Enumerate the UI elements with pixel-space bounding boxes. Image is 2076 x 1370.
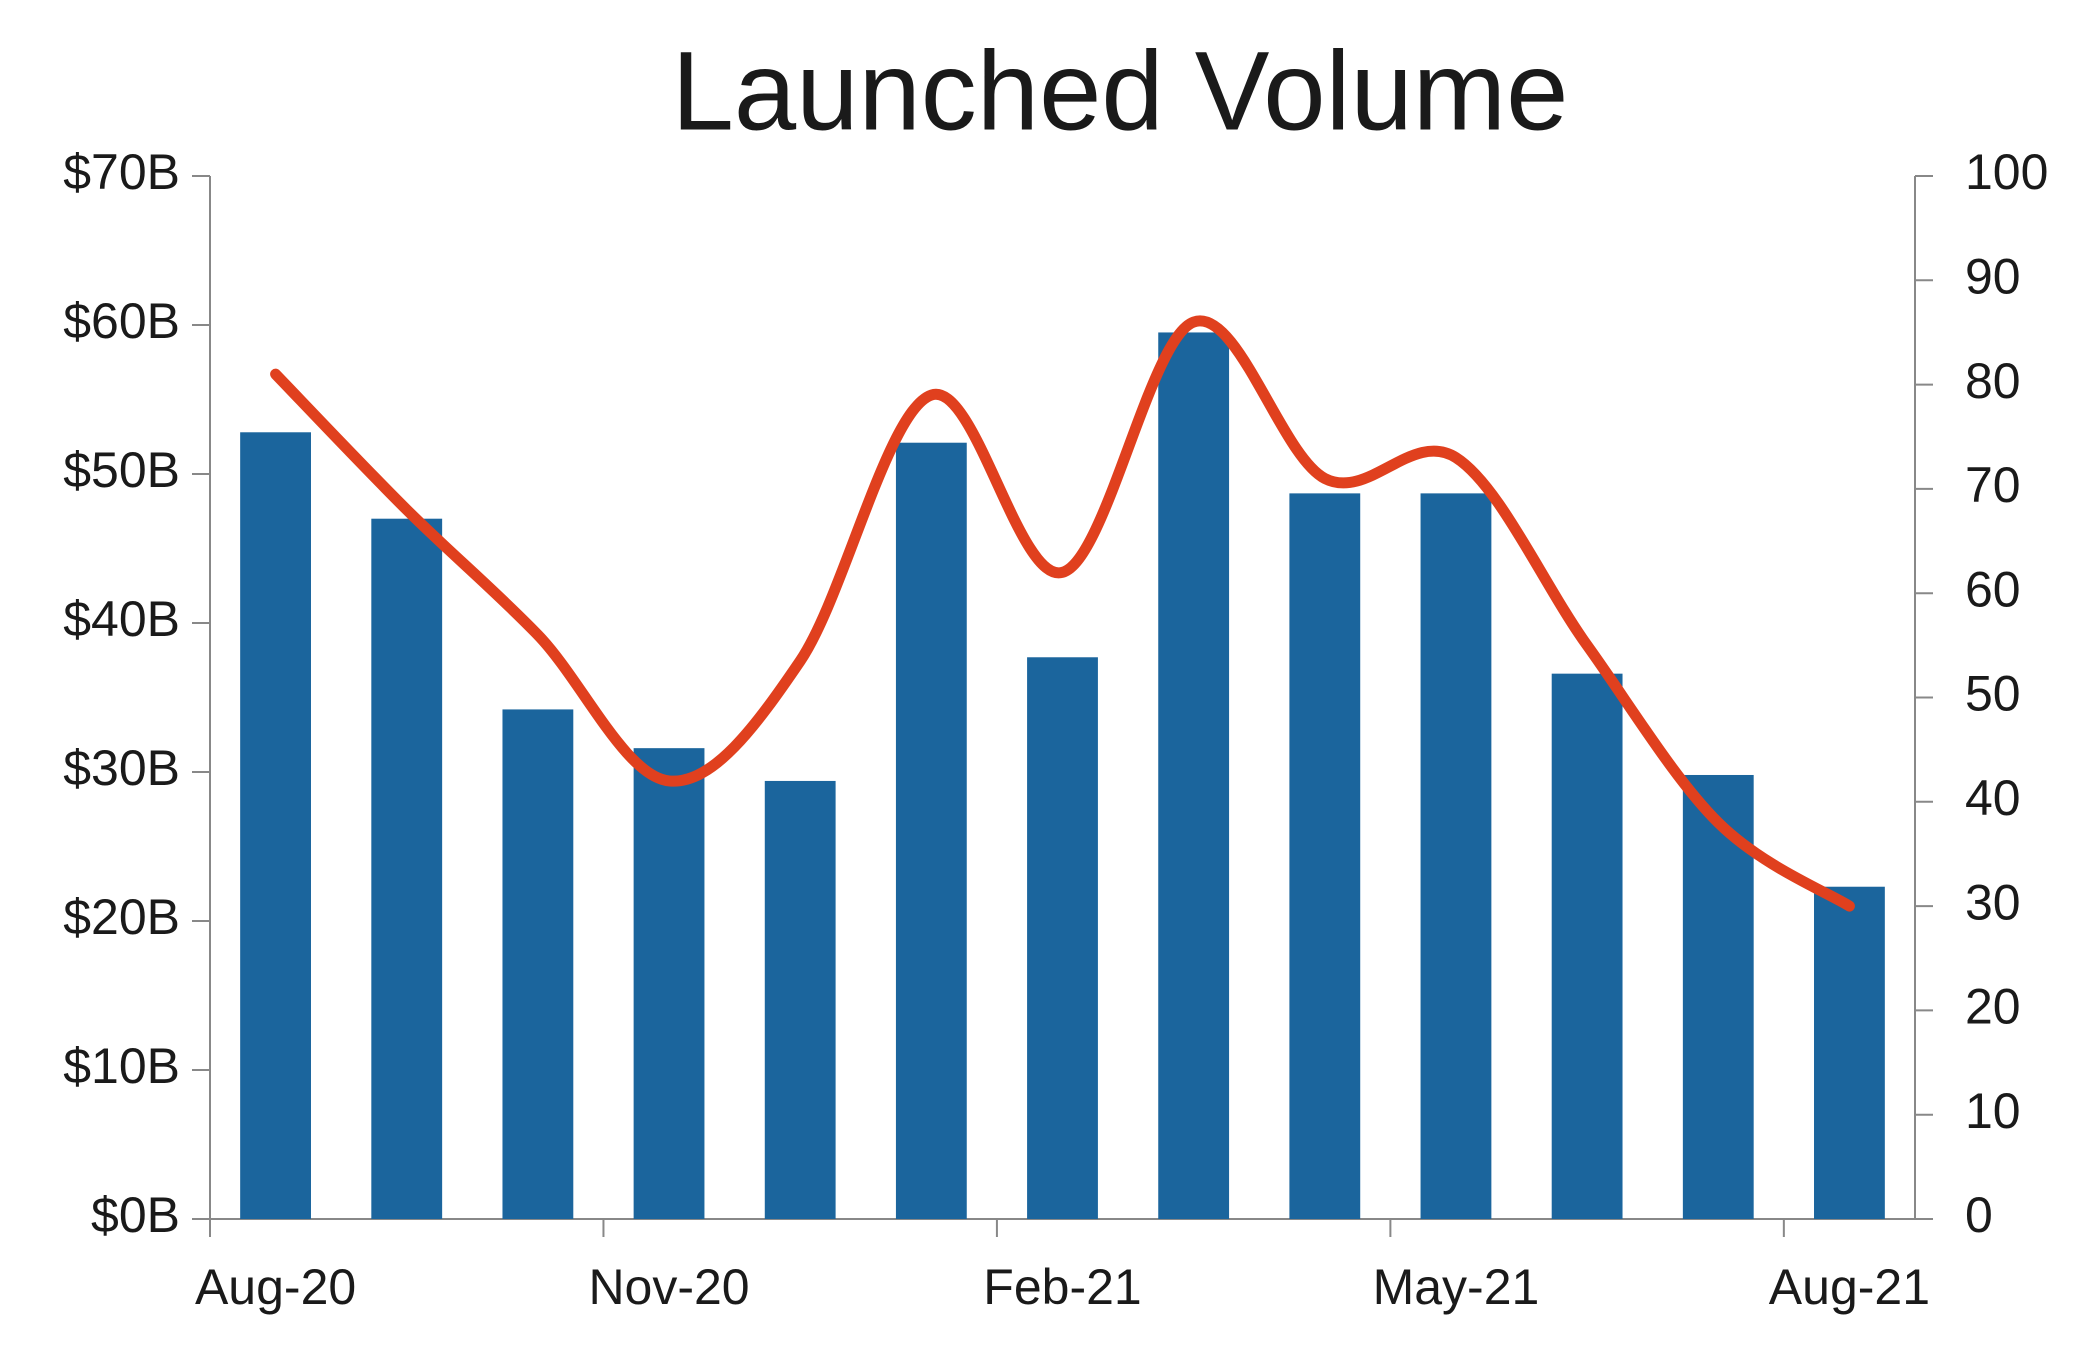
line (270, 315, 1855, 912)
bar (895, 442, 967, 1220)
bar (371, 518, 443, 1219)
bar (1289, 493, 1361, 1219)
y2-tick-label: 40 (1965, 770, 2021, 826)
y-tick-label: $60B (63, 293, 180, 349)
bar (1814, 886, 1885, 1219)
y-tick-label: $0B (91, 1187, 180, 1243)
x-tick-label: Aug-21 (1769, 1259, 1930, 1315)
y-tick-label: $40B (63, 591, 180, 647)
y2-tick-label: 30 (1965, 874, 2021, 930)
bar (502, 709, 574, 1219)
y2-tick-label: 20 (1965, 979, 2021, 1035)
y2-tick-label: 60 (1965, 561, 2021, 617)
y-tick-label: $10B (63, 1038, 180, 1094)
y-tick-label: $30B (63, 740, 180, 796)
bar (1420, 493, 1492, 1219)
x-tick-label: Nov-20 (588, 1259, 749, 1315)
chart-title: Launched Volume (672, 29, 1569, 154)
y2-tick-label: 80 (1965, 353, 2021, 409)
y-tick-label: $20B (63, 889, 180, 945)
y2-tick-label: 90 (1965, 249, 2021, 305)
y2-tick-label: 0 (1965, 1187, 1993, 1243)
y-tick-label: $70B (63, 144, 180, 200)
bar (1158, 332, 1230, 1219)
bar (764, 780, 836, 1219)
bar (1027, 657, 1098, 1219)
bar (633, 748, 705, 1219)
bar (1551, 673, 1623, 1219)
x-tick-label: May-21 (1373, 1259, 1540, 1315)
y2-tick-label: 70 (1965, 457, 2021, 513)
y-tick-label: $50B (63, 442, 180, 498)
x-tick-label: Aug-20 (195, 1259, 356, 1315)
y2-tick-label: 100 (1965, 144, 2048, 200)
bar (240, 432, 311, 1219)
y2-tick-label: 50 (1965, 666, 2021, 722)
y2-tick-label: 10 (1965, 1083, 2021, 1139)
x-tick-label: Feb-21 (983, 1259, 1141, 1315)
